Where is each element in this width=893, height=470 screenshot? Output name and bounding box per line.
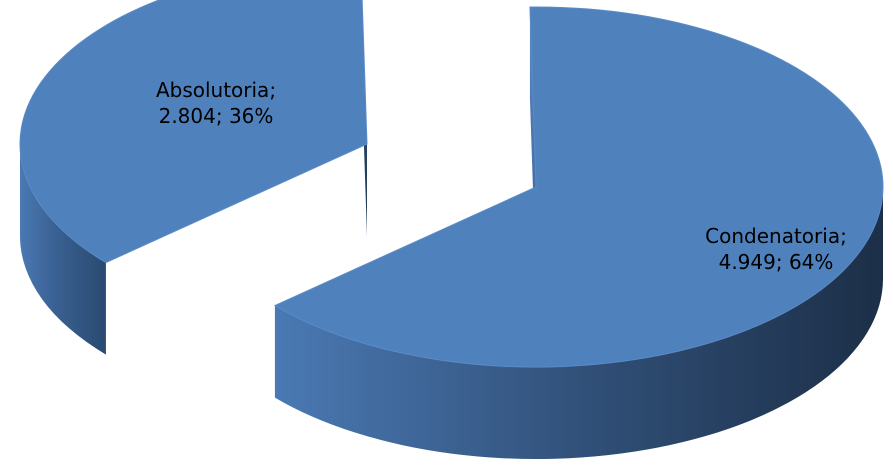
data-label-line-1: Condenatoria; [705, 224, 847, 248]
data-label-line-2: 2.804; 36% [159, 104, 274, 128]
slice-side-wall [274, 187, 883, 459]
slices-layer [19, 0, 884, 459]
pie-slice-absolutoria [19, 0, 368, 355]
pie-slice-condenatoria [273, 6, 884, 459]
data-label-line-2: 4.949; 64% [719, 250, 834, 274]
slice-side-wall [20, 144, 106, 355]
slice-top-face [273, 6, 884, 368]
data-label-absolutoria: Absolutoria; 2.804; 36% [156, 78, 276, 128]
slice-top-face [19, 0, 368, 264]
labels-layer: Condenatoria; 4.949; 64% Absolutoria; 2.804… [156, 78, 847, 274]
data-label-line-1: Absolutoria; [156, 78, 276, 102]
data-label-condenatoria: Condenatoria; 4.949; 64% [705, 224, 847, 274]
